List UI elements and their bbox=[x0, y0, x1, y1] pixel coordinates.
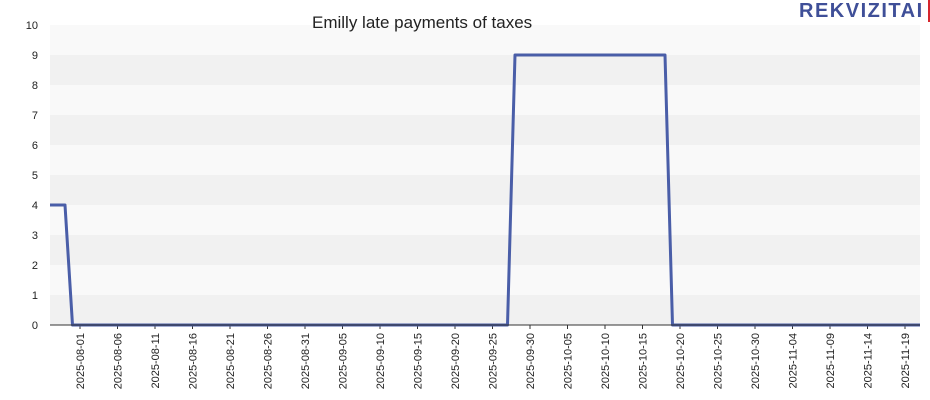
x-tick-label: 2025-08-26 bbox=[263, 333, 275, 389]
grid-band bbox=[50, 115, 920, 145]
y-tick-label: 10 bbox=[26, 20, 38, 32]
grid-band bbox=[50, 85, 920, 115]
x-tick-label: 2025-08-16 bbox=[188, 333, 200, 389]
x-tick-label: 2025-09-30 bbox=[525, 333, 537, 389]
y-tick-label: 7 bbox=[32, 110, 38, 122]
x-tick-label: 2025-08-01 bbox=[75, 333, 87, 389]
brand-badge: VŽ bbox=[927, 0, 930, 22]
grid-band bbox=[50, 145, 920, 175]
y-tick-label: 2 bbox=[32, 260, 38, 272]
x-tick-label: 2025-08-21 bbox=[225, 333, 237, 389]
y-tick-label: 5 bbox=[32, 170, 38, 182]
grid-band bbox=[50, 175, 920, 205]
chart-title: Emilly late payments of taxes bbox=[312, 13, 533, 32]
grid-band bbox=[50, 205, 920, 235]
y-tick-label: 9 bbox=[32, 50, 38, 62]
x-tick-label: 2025-10-30 bbox=[750, 333, 762, 389]
series-layer bbox=[50, 53, 920, 327]
x-axis-ticks: 2025-08-01 2025-08-06 2025-08-11 2025-08-16… bbox=[75, 325, 912, 389]
x-tick-label: 2025-09-05 bbox=[338, 333, 350, 389]
grid-band bbox=[50, 55, 920, 85]
y-axis-ticks: 0 1 2 3 4 5 6 7 8 9 10 bbox=[26, 20, 38, 332]
grid-band bbox=[50, 235, 920, 265]
x-tick-label: 2025-08-11 bbox=[150, 333, 162, 388]
y-tick-label: 6 bbox=[32, 140, 38, 152]
y-tick-label: 3 bbox=[32, 230, 38, 242]
y-tick-label: 4 bbox=[32, 200, 38, 212]
y-tick-label: 8 bbox=[32, 80, 38, 92]
x-tick-label: 2025-10-15 bbox=[638, 333, 650, 389]
x-tick-label: 2025-10-20 bbox=[675, 333, 687, 389]
x-tick-label: 2025-11-09 bbox=[825, 333, 837, 388]
x-tick-label: 2025-09-15 bbox=[413, 333, 425, 389]
x-tick-label: 2025-11-14 bbox=[863, 333, 875, 388]
x-tick-label: 2025-11-19 bbox=[900, 333, 912, 388]
x-tick-label: 2025-09-10 bbox=[375, 333, 387, 389]
y-tick-label: 1 bbox=[32, 290, 38, 302]
x-tick-label: 2025-10-05 bbox=[563, 333, 575, 389]
x-tick-label: 2025-10-10 bbox=[600, 333, 612, 389]
x-tick-label: 2025-10-25 bbox=[713, 333, 725, 389]
x-tick-label: 2025-09-25 bbox=[488, 333, 500, 389]
grid-bands bbox=[50, 25, 920, 325]
brand-logo[interactable]: REKVIZITAI VŽ bbox=[799, 0, 930, 22]
x-tick-label: 2025-08-31 bbox=[300, 333, 312, 389]
series-line bbox=[50, 53, 920, 327]
grid-band bbox=[50, 295, 920, 325]
x-tick-label: 2025-08-06 bbox=[113, 333, 125, 389]
y-tick-label: 0 bbox=[32, 320, 38, 332]
x-tick-label: 2025-11-04 bbox=[788, 333, 800, 388]
x-tick-label: 2025-09-20 bbox=[450, 333, 462, 389]
brand-name: REKVIZITAI bbox=[799, 0, 924, 22]
grid-band bbox=[50, 265, 920, 295]
grid-band bbox=[50, 25, 920, 55]
